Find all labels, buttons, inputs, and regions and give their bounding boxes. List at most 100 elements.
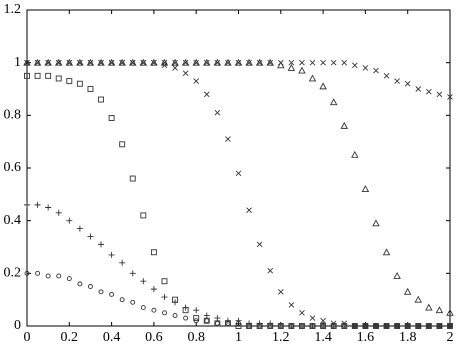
point (34, 72, 41, 79)
y-tick-label: 0.4 (4, 213, 22, 228)
point (393, 272, 401, 279)
point (267, 323, 273, 329)
point (183, 315, 189, 321)
point (193, 307, 200, 314)
point (66, 59, 73, 66)
x-tick-label: 1.6 (357, 330, 375, 345)
point (140, 59, 147, 66)
point (351, 150, 359, 158)
point (225, 320, 231, 326)
point (288, 59, 295, 66)
point (447, 323, 453, 329)
point (193, 318, 199, 324)
point (320, 323, 326, 329)
point (172, 299, 179, 306)
point (214, 109, 221, 116)
point (192, 58, 200, 66)
point (373, 323, 379, 329)
point (128, 58, 137, 66)
point (394, 323, 400, 329)
point (352, 323, 358, 329)
point (24, 201, 30, 208)
y-tick-label: 1 (14, 55, 21, 70)
point (214, 59, 221, 66)
point (23, 58, 31, 66)
point (76, 80, 83, 87)
point (329, 98, 338, 106)
point (245, 58, 253, 66)
x-tick-label: 1.2 (272, 330, 290, 345)
x-tick-label: 0 (24, 330, 31, 345)
y-tick-label: 0.8 (4, 108, 22, 123)
y-tick-label: 0.6 (4, 160, 22, 175)
point (246, 320, 253, 327)
point (77, 59, 83, 66)
point (384, 323, 389, 329)
point (24, 59, 30, 66)
point (225, 136, 231, 142)
point (171, 58, 179, 66)
point (119, 259, 126, 266)
point (373, 67, 379, 74)
point (193, 78, 200, 84)
point (277, 61, 285, 69)
point (45, 59, 51, 66)
x-tick-label: 0.8 (187, 330, 205, 345)
point (65, 58, 74, 66)
x-tick-label: 1 (235, 330, 242, 345)
point (224, 58, 232, 66)
point (150, 249, 157, 256)
point (87, 284, 93, 289)
point (193, 59, 200, 66)
point (415, 323, 421, 329)
point (426, 88, 432, 95)
point (415, 86, 422, 92)
point (129, 270, 136, 277)
point (204, 318, 210, 324)
point (108, 251, 115, 258)
point (213, 58, 222, 66)
point (161, 294, 168, 301)
point (414, 295, 423, 303)
point (235, 170, 242, 177)
point (224, 317, 231, 324)
point (45, 72, 52, 79)
point (256, 320, 263, 327)
point (214, 320, 220, 326)
point (140, 278, 147, 285)
point (257, 323, 263, 329)
point (182, 70, 189, 77)
plot-frame (26, 9, 451, 327)
x-tick-label: 1.4 (314, 330, 332, 345)
point (182, 304, 189, 311)
point (446, 308, 454, 316)
point (394, 78, 400, 84)
point (150, 58, 158, 66)
point (352, 62, 358, 69)
point (44, 58, 52, 66)
point (119, 141, 126, 148)
point (447, 94, 453, 100)
point (45, 273, 51, 279)
point (405, 323, 411, 329)
point (372, 219, 380, 227)
point (182, 59, 189, 66)
point (139, 58, 148, 66)
point (66, 217, 73, 224)
point (299, 310, 305, 316)
point (140, 305, 146, 311)
point (130, 299, 136, 305)
point (129, 59, 136, 66)
point (34, 59, 41, 66)
point (98, 96, 104, 103)
point (66, 276, 72, 282)
point (320, 59, 326, 66)
point (403, 287, 412, 295)
point (160, 58, 169, 66)
point (55, 209, 62, 216)
point (308, 74, 317, 82)
point (288, 323, 294, 329)
point (98, 241, 105, 248)
point (246, 59, 252, 66)
